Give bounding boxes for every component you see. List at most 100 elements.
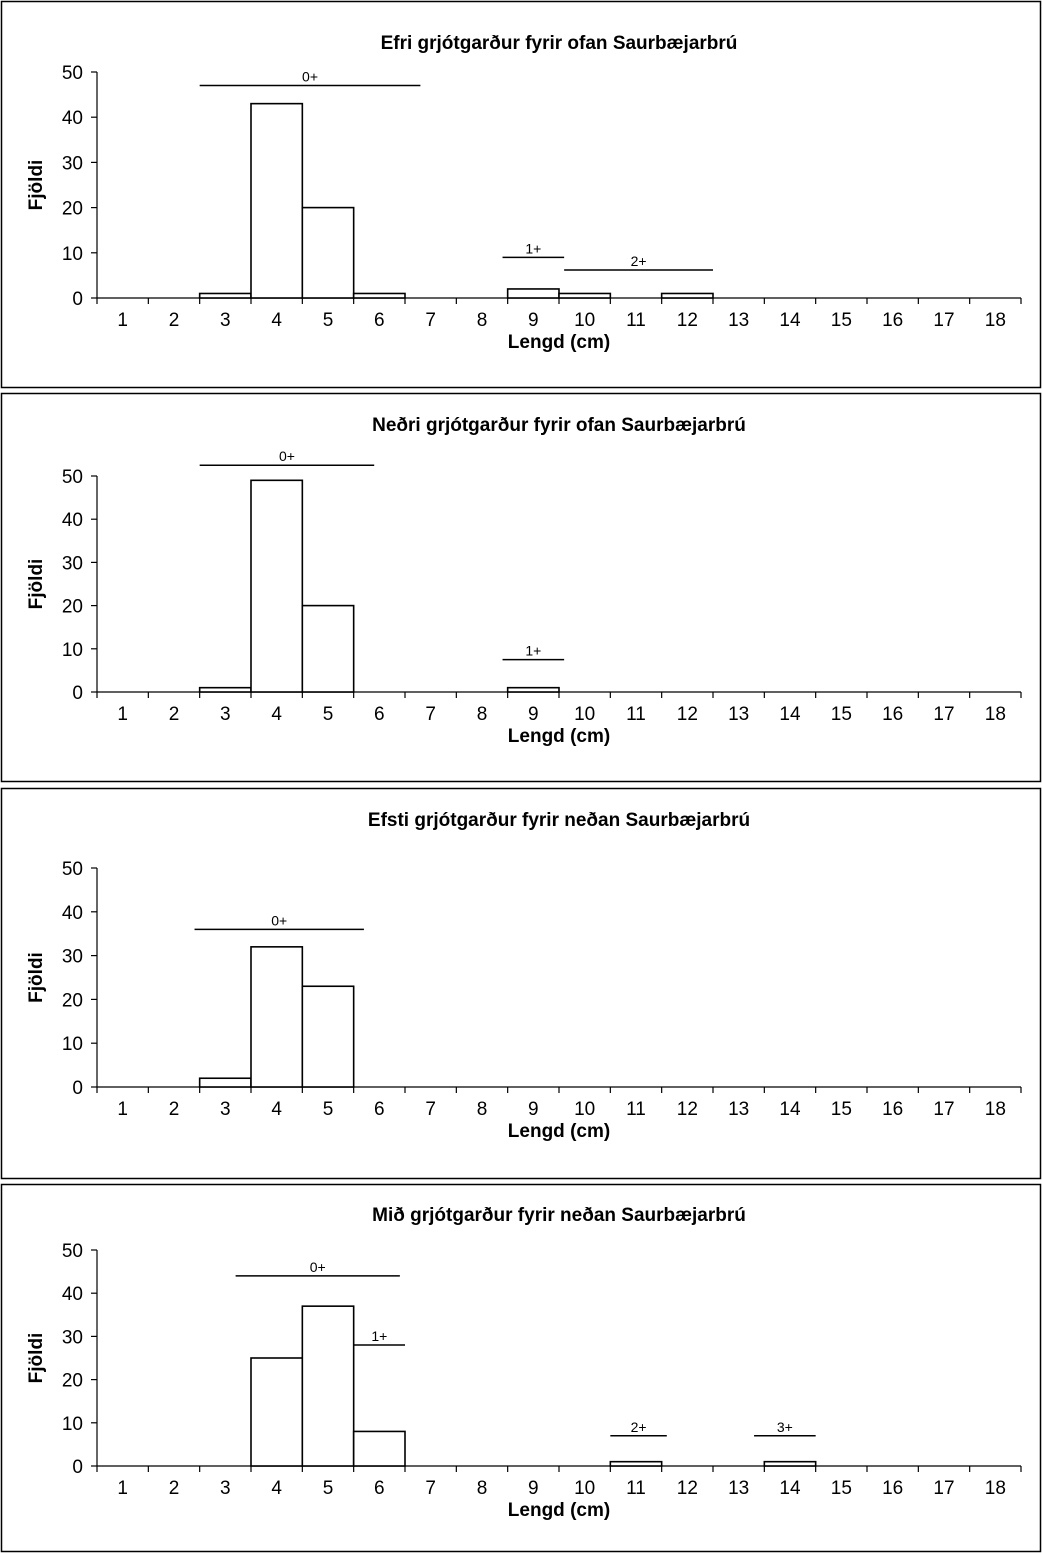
x-tick-label: 15 (831, 310, 852, 331)
y-tick-label: 10 (62, 640, 83, 661)
x-tick-label: 2 (169, 704, 180, 725)
bar (301, 206, 355, 299)
x-tick-label: 18 (985, 1099, 1006, 1120)
x-tick-label: 4 (271, 1478, 282, 1499)
x-tick-label: 6 (374, 704, 385, 725)
y-tick-label: 30 (62, 553, 83, 574)
x-tick-label: 5 (323, 310, 334, 331)
chart-panel: Mið grjótgarður fyrir neðan Saurbæjarbrú… (0, 1183, 1042, 1553)
bar (250, 946, 304, 1088)
y-tick-label: 20 (62, 199, 83, 220)
bar (558, 292, 612, 299)
bar (250, 102, 304, 299)
x-tick-label: 8 (477, 1099, 488, 1120)
y-axis-title: Fjöldi (26, 1333, 47, 1384)
chart-title: Efri grjótgarður fyrir ofan Saurbæjarbrú (381, 33, 738, 54)
x-axis-title: Lengd (cm) (508, 1500, 610, 1521)
age-group-label: 1+ (525, 240, 541, 256)
y-tick-label: 20 (62, 990, 83, 1011)
y-tick-label: 0 (72, 683, 83, 704)
chart-title: Efsti grjótgarður fyrir neðan Saurbæjarb… (368, 810, 750, 831)
x-tick-label: 7 (425, 1099, 436, 1120)
x-tick-label: 11 (626, 1099, 646, 1120)
x-tick-label: 1 (117, 1099, 128, 1120)
age-group-label: 2+ (631, 1419, 647, 1435)
x-tick-label: 13 (728, 1099, 749, 1120)
x-axis-title: Lengd (cm) (508, 1121, 610, 1142)
x-tick-label: 16 (882, 310, 903, 331)
y-tick-label: 10 (62, 244, 83, 265)
x-tick-label: 6 (374, 1478, 385, 1499)
age-group-label: 2+ (631, 253, 647, 269)
bar (301, 985, 355, 1088)
y-tick-label: 30 (62, 947, 83, 968)
panel-border (0, 787, 1042, 1180)
x-tick-label: 16 (882, 1099, 903, 1120)
x-tick-label: 8 (477, 1478, 488, 1499)
x-tick-label: 11 (626, 310, 646, 331)
bar (301, 604, 355, 693)
x-tick-label: 7 (425, 704, 436, 725)
age-group-label: 0+ (310, 1259, 326, 1275)
x-tick-label: 10 (574, 1478, 595, 1499)
x-tick-label: 5 (323, 1099, 334, 1120)
x-tick-label: 3 (220, 704, 231, 725)
x-tick-label: 13 (728, 310, 749, 331)
x-tick-label: 8 (477, 704, 488, 725)
x-tick-label: 17 (933, 704, 954, 725)
y-axis-title: Fjöldi (26, 559, 47, 610)
bar (352, 292, 406, 299)
x-tick-label: 13 (728, 704, 749, 725)
x-tick-label: 13 (728, 1478, 749, 1499)
x-tick-label: 5 (323, 704, 334, 725)
x-tick-label: 18 (985, 310, 1006, 331)
chart-title: Neðri grjótgarður fyrir ofan Saurbæjarbr… (372, 415, 746, 436)
bar (301, 1305, 355, 1467)
y-tick-label: 30 (62, 1327, 83, 1348)
x-tick-label: 10 (574, 310, 595, 331)
x-tick-label: 14 (779, 1099, 801, 1120)
x-tick-label: 9 (528, 1478, 539, 1499)
x-tick-label: 4 (271, 1099, 282, 1120)
x-tick-label: 7 (425, 1478, 436, 1499)
x-axis-title: Lengd (cm) (508, 726, 610, 747)
panel-border (0, 0, 1042, 389)
x-tick-label: 3 (220, 310, 231, 331)
bar (506, 288, 560, 299)
x-tick-label: 11 (626, 1478, 646, 1499)
x-tick-label: 17 (933, 1099, 954, 1120)
y-tick-label: 40 (62, 903, 83, 924)
y-tick-label: 40 (62, 108, 83, 129)
x-tick-label: 2 (169, 310, 180, 331)
x-tick-label: 16 (882, 704, 903, 725)
x-tick-label: 1 (117, 310, 128, 331)
x-tick-label: 4 (271, 310, 282, 331)
x-tick-label: 15 (831, 1478, 852, 1499)
chart-panel: Efri grjótgarður fyrir ofan Saurbæjarbrú… (0, 0, 1042, 389)
x-tick-label: 2 (169, 1099, 180, 1120)
x-tick-label: 10 (574, 1099, 595, 1120)
x-tick-label: 12 (677, 1478, 698, 1499)
y-tick-label: 10 (62, 1034, 83, 1055)
x-tick-label: 14 (779, 704, 801, 725)
x-tick-label: 12 (677, 310, 698, 331)
x-tick-label: 18 (985, 704, 1006, 725)
age-group-label: 3+ (777, 1419, 793, 1435)
bar (198, 292, 252, 299)
x-tick-label: 2 (169, 1478, 180, 1499)
y-tick-label: 50 (62, 63, 83, 84)
x-tick-label: 14 (779, 1478, 801, 1499)
age-group-label: 1+ (371, 1328, 387, 1344)
x-tick-label: 9 (528, 704, 539, 725)
age-group-label: 0+ (279, 448, 295, 464)
chart-title: Mið grjótgarður fyrir neðan Saurbæjarbrú (372, 1205, 746, 1226)
x-tick-label: 1 (117, 1478, 128, 1499)
x-tick-label: 10 (574, 704, 595, 725)
y-axis-title: Fjöldi (26, 952, 47, 1003)
x-tick-label: 1 (117, 704, 128, 725)
bar (198, 1077, 252, 1088)
y-tick-label: 30 (62, 153, 83, 174)
bar (609, 1460, 663, 1467)
chart-panel: Neðri grjótgarður fyrir ofan Saurbæjarbr… (0, 392, 1042, 783)
